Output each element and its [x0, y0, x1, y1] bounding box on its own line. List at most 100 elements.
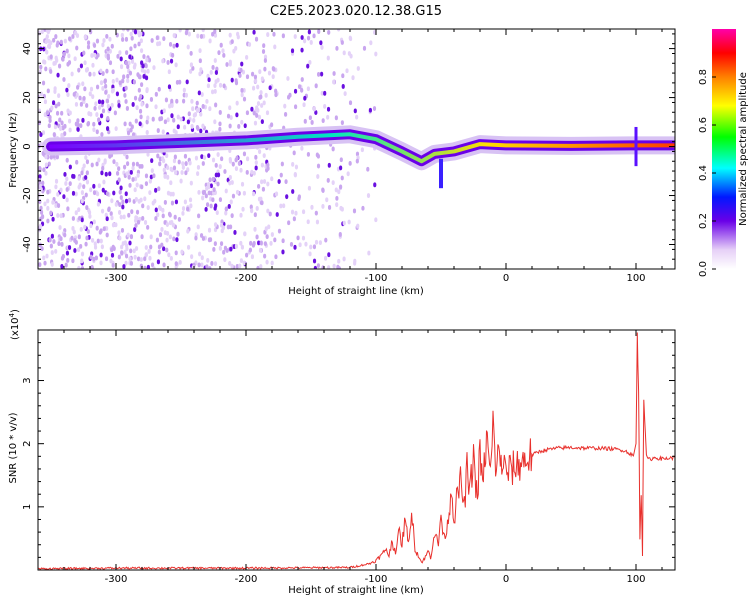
noise-dot	[346, 171, 350, 177]
noise-dot	[49, 69, 53, 74]
noise-dot	[78, 215, 82, 221]
noise-dot	[148, 255, 152, 261]
noise-dot	[316, 174, 320, 179]
noise-dot	[240, 181, 245, 187]
noise-dot	[135, 182, 139, 188]
noise-dot	[115, 170, 120, 176]
noise-dot	[105, 68, 109, 74]
noise-dot	[310, 204, 314, 210]
noise-dot	[189, 50, 193, 56]
noise-dot	[215, 210, 219, 216]
noise-dot	[102, 179, 106, 185]
spectrogram-x-label: Height of straight line (km)	[288, 286, 424, 297]
noise-dot	[260, 179, 264, 185]
noise-dot	[93, 241, 97, 247]
noise-dot	[366, 166, 370, 172]
noise-dot	[178, 29, 182, 33]
noise-dot	[355, 158, 359, 164]
noise-dot	[236, 34, 240, 40]
noise-dot	[144, 173, 149, 179]
noise-dot	[245, 252, 249, 258]
noise-dot	[168, 41, 173, 47]
noise-dot	[44, 154, 48, 160]
noise-dot	[235, 100, 239, 106]
noise-dot	[134, 246, 139, 251]
noise-dot	[106, 53, 110, 59]
noise-dot	[79, 123, 83, 129]
noise-dot	[38, 143, 41, 149]
noise-dot	[189, 203, 193, 209]
noise-dot	[123, 92, 127, 98]
noise-dot	[61, 56, 65, 62]
colorbar: 0.0 0.2 0.4 0.6 0.8 Normalized spectral ampl…	[698, 29, 749, 277]
noise-dot	[97, 105, 102, 110]
noise-dot	[182, 87, 186, 93]
noise-dot	[335, 195, 339, 201]
noise-dot	[264, 92, 268, 98]
noise-dot	[42, 167, 46, 173]
noise-dot	[164, 97, 169, 103]
noise-dot	[100, 132, 104, 137]
noise-dot	[89, 254, 93, 260]
noise-dot	[218, 110, 222, 115]
noise-dot	[303, 38, 307, 44]
noise-dot	[119, 56, 123, 62]
noise-dot	[239, 67, 243, 73]
noise-dot	[281, 238, 285, 244]
noise-dot	[353, 258, 357, 264]
noise-dot	[136, 219, 141, 225]
noise-dot	[252, 110, 256, 116]
noise-dot	[334, 187, 338, 193]
noise-dot	[45, 253, 49, 259]
noise-dot	[253, 120, 258, 126]
noise-dot	[52, 37, 56, 43]
noise-dot	[216, 181, 220, 187]
snr-y-multiplier-exp: 4	[8, 312, 16, 317]
noise-dot	[235, 263, 239, 269]
colorbar-label: Normalized spectral amplitude	[738, 72, 749, 226]
noise-dot	[95, 225, 99, 231]
noise-dot	[65, 157, 69, 163]
noise-dot	[152, 173, 156, 179]
noise-dot	[72, 91, 76, 97]
noise-dot	[228, 32, 232, 38]
noise-dot	[93, 105, 97, 111]
noise-dot	[223, 245, 228, 251]
noise-dot	[126, 130, 131, 136]
noise-dot	[181, 165, 185, 170]
noise-dot	[66, 206, 70, 212]
noise-dot	[83, 60, 87, 66]
noise-dot	[226, 113, 231, 119]
noise-dot	[45, 49, 49, 55]
noise-dot	[100, 244, 104, 250]
noise-dot	[268, 211, 272, 217]
noise-dot	[300, 77, 304, 82]
noise-dot	[127, 197, 132, 203]
noise-dot	[181, 161, 185, 167]
noise-dot	[341, 84, 345, 89]
noise-dot	[41, 180, 45, 186]
noise-dot	[77, 67, 81, 73]
colorbar-tick-label: 0.2	[698, 213, 709, 229]
noise-dot	[58, 225, 62, 230]
noise-dot	[130, 59, 135, 64]
noise-dot	[132, 248, 136, 254]
noise-dot	[118, 235, 122, 241]
noise-dot	[158, 206, 163, 212]
noise-dot	[240, 92, 244, 98]
noise-dot	[139, 38, 143, 44]
noise-dot	[134, 196, 138, 202]
noise-dot	[228, 105, 232, 111]
noise-dot	[293, 88, 298, 94]
noise-dot	[195, 124, 200, 130]
noise-dot	[156, 212, 160, 218]
noise-dot	[167, 211, 172, 217]
noise-dot	[335, 202, 339, 208]
noise-dot	[206, 83, 211, 89]
noise-dot	[140, 101, 144, 107]
noise-dot	[196, 33, 200, 39]
noise-dot	[260, 162, 264, 168]
noise-dot	[253, 226, 257, 232]
noise-dot	[73, 56, 77, 62]
noise-dot	[56, 203, 61, 208]
